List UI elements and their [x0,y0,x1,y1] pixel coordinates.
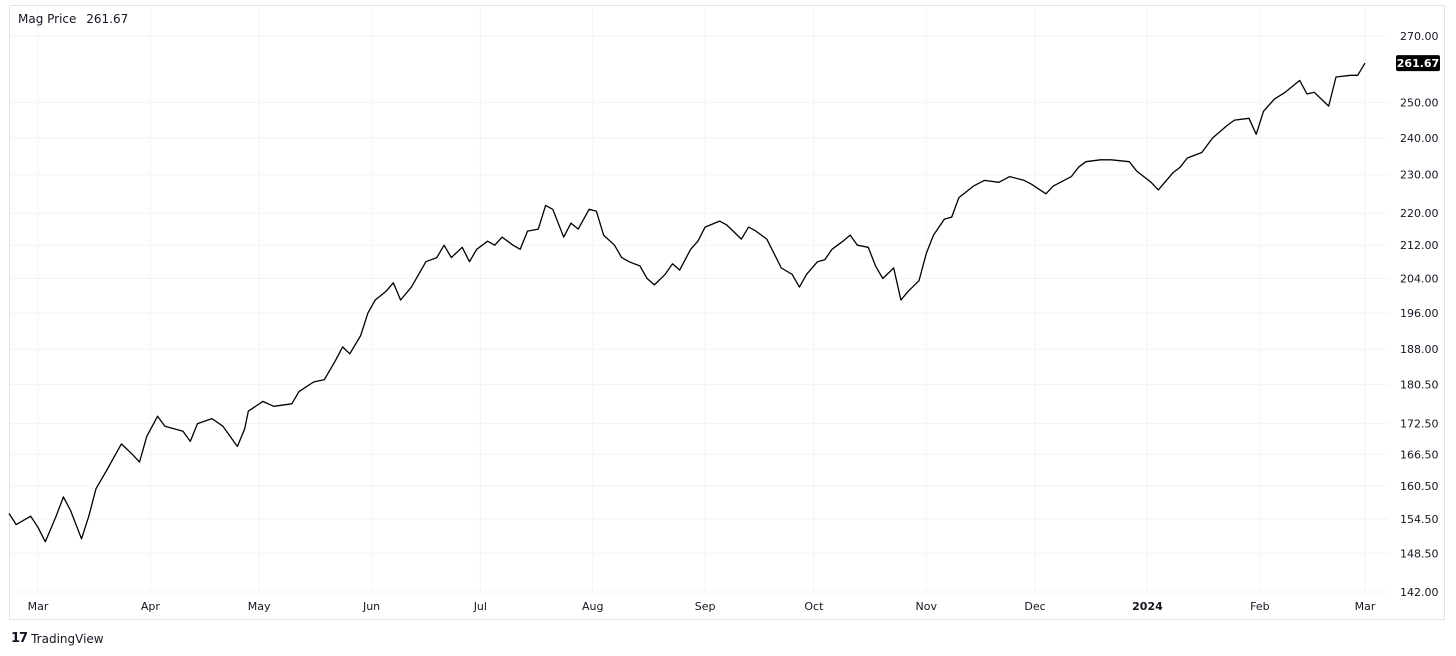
x-tick-label: Dec [1024,600,1045,613]
price-axis: 270.00 250.00 240.00 230.00 220.00 212.00 204.… [1400,30,1439,599]
x-tick-label: Nov [916,600,938,613]
chart-legend: Mag Price 261.67 [18,12,128,26]
y-tick-label: 188.00 [1400,343,1439,356]
x-tick-label: Jun [362,600,380,613]
last-price-tag: 261.67 [1396,55,1440,72]
y-tick-label: 148.50 [1400,547,1439,560]
y-tick-label: 270.00 [1400,30,1439,43]
price-series [8,62,1366,543]
y-tick-label: 220.00 [1400,207,1439,220]
x-tick-label: Oct [804,600,824,613]
price-line [8,62,1366,543]
y-tick-label: 250.00 [1400,97,1439,110]
y-tick-label: 142.00 [1400,586,1439,599]
x-tick-label: 2024 [1132,600,1163,613]
y-tick-label: 230.00 [1400,169,1439,182]
legend-symbol: Mag Price [18,12,77,26]
y-tick-label: 240.00 [1400,132,1439,145]
grid-lines [10,8,1388,593]
y-tick-label: 160.50 [1400,480,1439,493]
x-tick-label: Sep [695,600,716,613]
chart-frame [9,5,1445,620]
tradingview-logo-icon: 17 [11,631,28,646]
price-tag-bg [1396,55,1440,72]
x-tick-label: Jul [473,600,487,613]
legend-value: 261.67 [86,12,129,26]
price-tag-label: 261.67 [1397,57,1439,70]
x-tick-label: Mar [1355,600,1376,613]
y-tick-label: 180.50 [1400,378,1439,391]
x-tick-label: Feb [1250,600,1269,613]
y-tick-label: 166.50 [1400,448,1439,461]
x-tick-label: Aug [582,600,603,613]
time-axis: Mar Apr May Jun Jul Aug Sep Oct Nov Dec 2024 Feb Mar [28,600,1376,613]
brand-name: TradingView [31,631,104,646]
x-tick-label: Apr [141,600,161,613]
y-tick-label: 196.00 [1400,307,1439,320]
y-tick-label: 204.00 [1400,273,1439,286]
y-tick-label: 172.50 [1400,418,1439,431]
x-tick-label: May [248,600,271,613]
y-tick-label: 154.50 [1400,513,1439,526]
y-tick-label: 212.00 [1400,239,1439,252]
tradingview-brand[interactable]: 17 TradingView [11,631,104,646]
x-tick-label: Mar [28,600,49,613]
